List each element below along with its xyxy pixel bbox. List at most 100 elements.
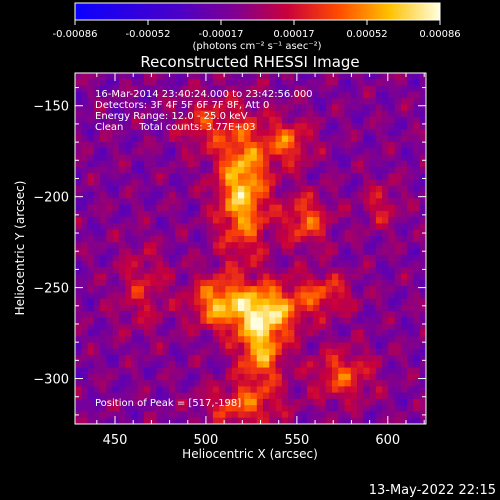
heatmap-cell (212, 336, 220, 343)
heatmap-cell (231, 286, 239, 293)
heatmap-cell (325, 198, 333, 205)
heatmap-cell (344, 392, 352, 400)
heatmap-cell (106, 367, 113, 375)
heatmap-cell (194, 98, 201, 105)
heatmap-cell (231, 392, 239, 400)
heatmap-cell (118, 98, 126, 105)
heatmap-cell (269, 292, 276, 299)
heatmap-cell (363, 242, 370, 249)
heatmap-cell (300, 110, 308, 118)
heatmap-cell (294, 298, 301, 306)
heatmap-cell (169, 129, 176, 136)
heatmap-cell (231, 298, 239, 306)
heatmap-cell (225, 417, 232, 424)
heatmap-cell (131, 223, 138, 230)
heatmap-cell (212, 367, 220, 375)
heatmap-cell (375, 355, 383, 362)
heatmap-cell (150, 141, 157, 149)
heatmap-cell (375, 342, 383, 350)
heatmap-cell (300, 304, 308, 312)
heatmap-cell (419, 116, 426, 124)
heatmap-cell (244, 261, 251, 268)
heatmap-cell (256, 367, 264, 375)
heatmap-cell (194, 342, 201, 350)
heatmap-cell (263, 298, 270, 306)
heatmap-cell (319, 248, 327, 256)
heatmap-cell (300, 73, 308, 80)
heatmap-cell (400, 116, 408, 124)
heatmap-cell (87, 386, 95, 393)
heatmap-cell (112, 198, 120, 205)
heatmap-cell (156, 229, 164, 237)
heatmap-cell (150, 292, 157, 299)
y-tick-label: −200 (33, 191, 69, 206)
heatmap-cell (162, 317, 170, 325)
heatmap-cell (118, 398, 126, 406)
heatmap-cell (363, 85, 370, 93)
heatmap-cell (394, 160, 402, 168)
heatmap-cell (143, 242, 151, 249)
heatmap-cell (194, 129, 201, 136)
heatmap-cell (338, 229, 345, 237)
heatmap-cell (413, 110, 421, 118)
heatmap-cell (131, 242, 138, 249)
heatmap-cell (306, 223, 314, 230)
heatmap-cell (250, 198, 258, 205)
heatmap-cell (400, 336, 408, 343)
heatmap-cell (400, 254, 408, 262)
heatmap-cell (131, 192, 138, 199)
heatmap-cell (143, 361, 151, 368)
heatmap-cell (350, 85, 358, 93)
heatmap-cell (294, 210, 301, 218)
heatmap-cell (194, 223, 201, 230)
heatmap-cell (131, 298, 138, 306)
heatmap-cell (150, 311, 157, 318)
heatmap-cell (400, 210, 408, 218)
heatmap-cell (331, 417, 339, 424)
heatmap-cell (206, 279, 214, 287)
heatmap-cell (81, 336, 88, 343)
heatmap-cell (187, 380, 195, 387)
heatmap-cell (300, 254, 308, 262)
heatmap-cell (206, 167, 214, 174)
heatmap-cell (375, 116, 383, 124)
heatmap-cell (325, 235, 333, 243)
heatmap-cell (93, 405, 101, 412)
heatmap-cell (288, 104, 295, 111)
heatmap-cell (400, 154, 408, 162)
heatmap-cell (306, 167, 314, 174)
heatmap-cell (200, 135, 207, 143)
heatmap-cell (206, 148, 214, 155)
heatmap-cell (294, 198, 301, 205)
heatmap-cell (137, 342, 145, 350)
heatmap-cell (294, 304, 301, 312)
heatmap-cell (319, 336, 327, 343)
heatmap-cell (131, 311, 138, 318)
heatmap-cell (206, 292, 214, 299)
heatmap-cell (344, 279, 352, 287)
heatmap-cell (250, 286, 258, 293)
heatmap-cell (93, 204, 101, 212)
heatmap-cell (219, 185, 226, 193)
heatmap-cell (200, 110, 207, 118)
heatmap-cell (100, 198, 107, 205)
heatmap-cell (288, 98, 295, 105)
heatmap-cell (143, 279, 151, 287)
footer-timestamp: 13-May-2022 22:15 (369, 483, 496, 498)
heatmap-cell (281, 98, 289, 105)
heatmap-cell (269, 235, 276, 243)
heatmap-cell (281, 192, 289, 199)
heatmap-cell (294, 348, 301, 356)
heatmap-cell (375, 380, 383, 387)
heatmap-cell (281, 392, 289, 400)
heatmap-cell (81, 154, 88, 162)
heatmap-cell (369, 185, 377, 193)
heatmap-cell (306, 235, 314, 243)
heatmap-cell (81, 323, 88, 331)
heatmap-cell (112, 398, 120, 406)
heatmap-cell (87, 185, 95, 193)
heatmap-cell (225, 267, 232, 274)
heatmap-cell (125, 254, 132, 262)
heatmap-cell (369, 323, 377, 331)
heatmap-cell (357, 273, 364, 281)
